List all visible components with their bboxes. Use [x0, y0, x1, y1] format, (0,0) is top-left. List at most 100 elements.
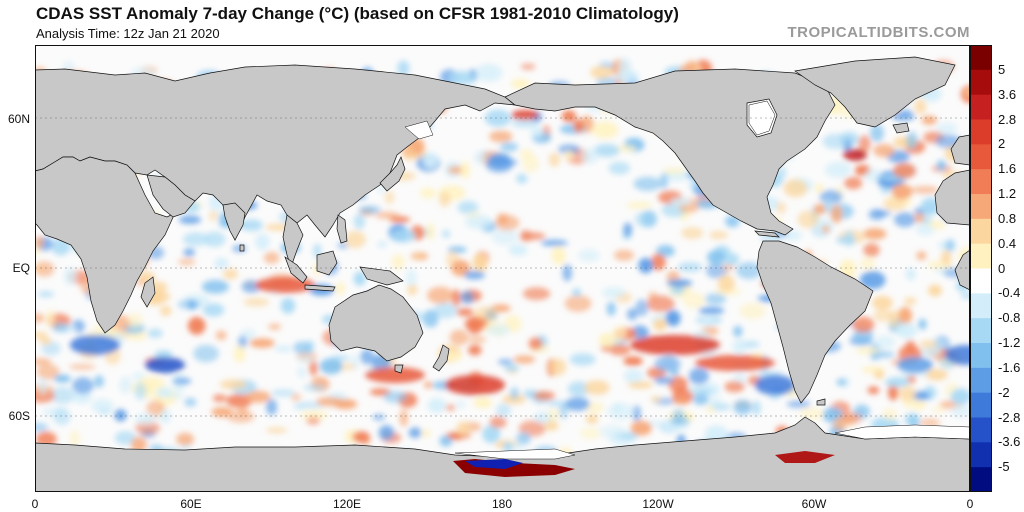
anomaly-patch: [219, 379, 248, 390]
anomaly-patch: [135, 279, 147, 286]
anomaly-patch: [35, 261, 55, 277]
anomaly-patch: [508, 244, 528, 256]
madagascar-land: [140, 276, 156, 308]
anomaly-patch: [240, 219, 263, 232]
colorbar-swatch: [970, 467, 992, 492]
anomaly-patch: [54, 374, 71, 383]
anomaly-patch: [134, 382, 147, 400]
anomaly-patch: [563, 151, 574, 160]
colorbar-swatch: [970, 367, 992, 394]
anomaly-patch: [692, 388, 714, 395]
anomaly-patch: [783, 179, 808, 198]
anomaly-patch: [516, 173, 528, 184]
anomaly-patch: [237, 406, 249, 417]
anomaly-patch: [864, 168, 882, 182]
anomaly-patch: [413, 253, 423, 260]
anomaly-patch: [215, 330, 227, 341]
anomaly-patch: [232, 245, 247, 253]
lat-tick-eq: EQ: [12, 261, 30, 275]
anomaly-patch: [468, 345, 482, 356]
anomaly-patch: [547, 408, 560, 421]
japan-land: [379, 156, 406, 192]
anomaly-patch: [688, 367, 709, 385]
anomaly-patch: [964, 88, 970, 97]
anomaly-patch: [585, 414, 599, 424]
anomaly-patch: [904, 413, 920, 426]
anomaly-patch: [630, 420, 652, 436]
anomaly-patch: [426, 223, 435, 240]
anomaly-patch: [316, 397, 343, 407]
anomaly-patch: [41, 341, 61, 356]
anomaly-patch: [936, 160, 946, 171]
colorbar: [970, 45, 992, 492]
colorbar-swatch: [970, 169, 992, 195]
anomaly-patch: [852, 316, 875, 333]
anomaly-patch: [584, 380, 610, 395]
anomaly-patch: [548, 152, 561, 167]
anomaly-patch: [654, 356, 681, 372]
lon-tick-0-left: 0: [31, 497, 39, 511]
anomaly-patch: [460, 161, 470, 180]
anomaly-patch: [319, 358, 343, 375]
anomaly-patch: [739, 302, 766, 320]
anomaly-patch: [172, 377, 192, 385]
anomaly-patch: [681, 226, 704, 240]
anomaly-patch: [509, 387, 520, 400]
anomaly-patch: [45, 309, 55, 328]
anomaly-patch-strong: [843, 149, 867, 161]
anomaly-patch: [561, 110, 577, 123]
anomaly-patch: [178, 258, 196, 266]
anomaly-patch: [916, 251, 927, 261]
borneo-land: [316, 250, 338, 276]
anomaly-patch: [873, 144, 895, 158]
anomaly-patch: [337, 242, 349, 249]
south-america-land: [756, 240, 874, 404]
anomaly-patch: [709, 398, 722, 405]
anomaly-patch: [752, 400, 761, 416]
anomaly-patch: [608, 344, 631, 356]
anomaly-patch: [572, 288, 582, 297]
anomaly-patch: [439, 435, 453, 447]
weddell-ice: [834, 424, 970, 440]
anomaly-patch: [516, 432, 531, 445]
anomaly-patch: [193, 344, 219, 363]
anomaly-patch: [468, 335, 487, 344]
colorbar-swatch: [970, 442, 992, 468]
anomaly-patch: [456, 421, 470, 436]
colorbar-swatch: [970, 94, 992, 121]
anomaly-patch: [528, 337, 543, 351]
anomaly-patch: [495, 215, 520, 231]
anomaly-patch: [39, 337, 52, 345]
anomaly-patch: [187, 316, 206, 335]
anomaly-patch: [463, 270, 485, 280]
anomaly-patch: [422, 309, 439, 328]
colorbar-tick-label: 0.8: [998, 210, 1017, 226]
anomaly-patch: [407, 284, 418, 296]
anomaly-patch: [533, 391, 556, 401]
anomaly-patch: [654, 376, 675, 384]
anomaly-patch: [872, 210, 892, 217]
anomaly-patch: [650, 395, 662, 403]
anomaly-patch: [183, 248, 195, 257]
anomaly-patch: [598, 333, 616, 348]
anomaly-patch: [203, 231, 226, 247]
anomaly-patch: [353, 271, 366, 286]
anomaly-patch: [894, 212, 916, 228]
anomaly-patch: [698, 307, 725, 315]
anomaly-patch: [960, 292, 970, 299]
colorbar-swatch: [970, 318, 992, 344]
anomaly-patch: [500, 142, 519, 152]
anomaly-patch: [467, 317, 482, 335]
anomaly-patch: [510, 79, 531, 89]
anomaly-patch: [212, 394, 227, 403]
anomaly-patch: [35, 358, 52, 366]
anomaly-patch: [208, 210, 218, 222]
anomaly-patch: [449, 329, 469, 346]
lon-tick-120w: 120W: [642, 497, 674, 511]
colorbar-tick-label: -1.2: [998, 335, 1021, 350]
anomaly-patch: [898, 385, 917, 402]
anomaly-patch: [551, 246, 566, 265]
anomaly-patch: [546, 400, 564, 407]
anomaly-patch: [53, 407, 71, 426]
anomaly-patch: [424, 381, 433, 389]
